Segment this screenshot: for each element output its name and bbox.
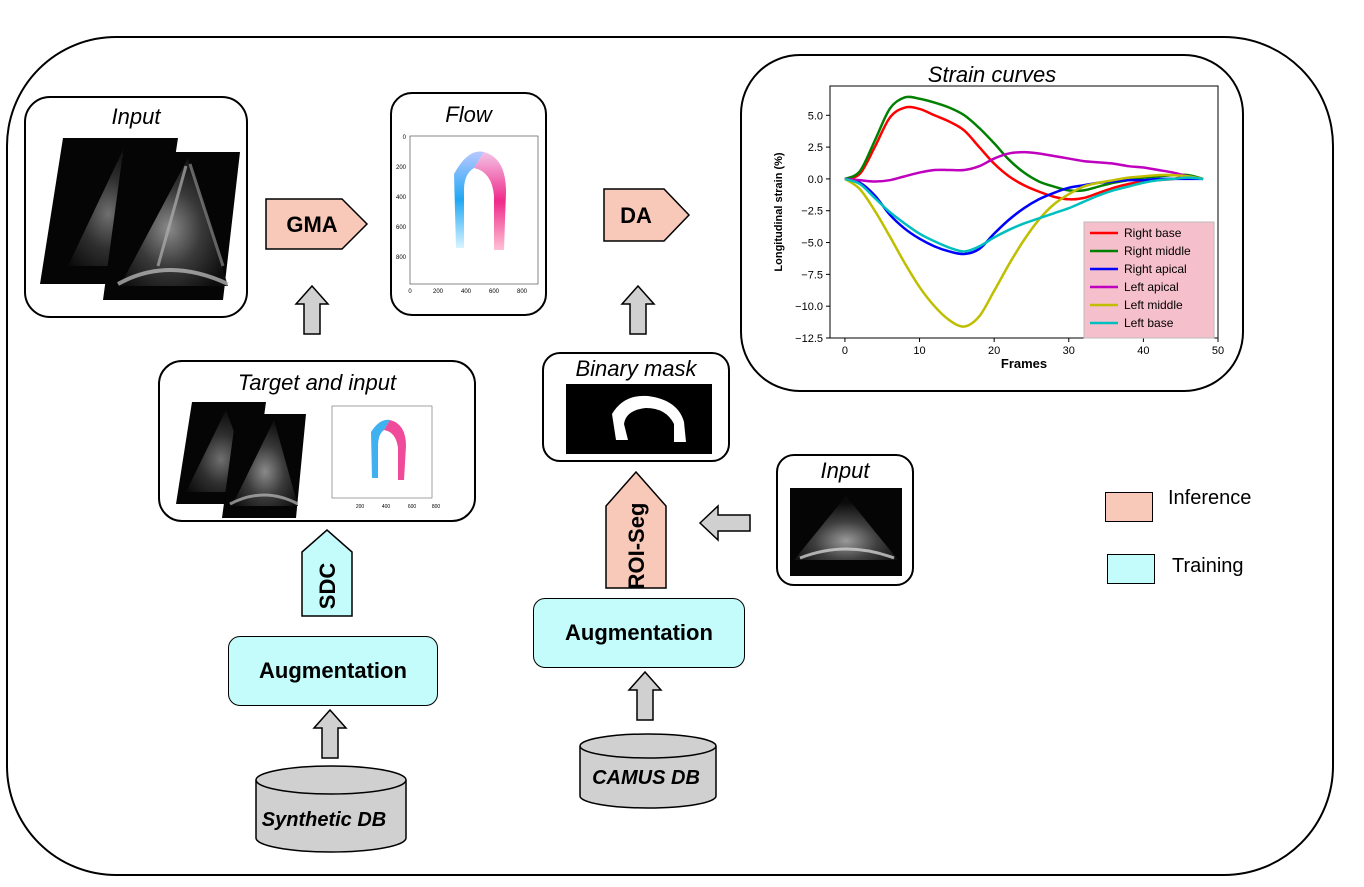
- echo-input-images: [40, 138, 240, 300]
- series-line-right-middle: [844, 95, 1204, 193]
- roi-seg-label: ROI-Seg: [624, 503, 649, 590]
- binary-mask-title: Binary mask: [575, 356, 697, 381]
- flow-xtick-4: 800: [517, 289, 528, 295]
- flow-ytick-3: 600: [396, 225, 407, 231]
- target-xtick-b: 400: [382, 504, 391, 510]
- flow-ytick-0: 0: [403, 135, 407, 141]
- left-arrow-from-input: [698, 504, 751, 542]
- legend-entry-left-apical: Left apical: [1124, 280, 1179, 294]
- gma-label: GMA: [286, 212, 337, 237]
- legend-entry-left-middle: Left middle: [1124, 298, 1183, 312]
- augmentation-right: Augmentation: [533, 598, 745, 668]
- chart-xtick-label: 30: [1063, 345, 1075, 357]
- echo-input-right: [790, 488, 902, 576]
- flow-panel: Flow: [390, 92, 547, 316]
- flow-panel-title: Flow: [445, 102, 492, 127]
- legend-training-label: Training: [1172, 555, 1244, 577]
- synthetic-db-cylinder: Synthetic DB: [255, 765, 407, 853]
- legend-training-swatch: [1107, 554, 1155, 584]
- up-arrow-to-input: [294, 284, 330, 335]
- up-arrow-to-da: [620, 284, 656, 335]
- augmentation-left: Augmentation: [228, 636, 438, 706]
- chart-ytick-label: −12.5: [795, 333, 823, 345]
- chart-ytick-label: −10.0: [795, 301, 823, 313]
- chart-ytick-label: −7.5: [801, 269, 823, 281]
- sdc-label: SDC: [315, 563, 340, 610]
- legend-entry-right-middle: Right middle: [1124, 244, 1191, 258]
- legend-inference-label: Inference: [1168, 487, 1252, 509]
- series-line-left-apical: [844, 150, 1204, 183]
- sdc-block: SDC: [301, 529, 353, 617]
- chart-xlabel: Frames: [1001, 356, 1047, 371]
- chart-xtick-label: 10: [913, 345, 925, 357]
- chart-xtick-label: 20: [988, 345, 1000, 357]
- chart-ytick-label: 0.0: [808, 174, 823, 186]
- series-line-right-apical: [844, 177, 1204, 256]
- input-panel-top-title: Input: [111, 104, 161, 129]
- chart-legend-box: [1083, 221, 1215, 339]
- target-panel-title: Target and input: [237, 370, 397, 395]
- flow-ytick-4: 800: [396, 255, 407, 261]
- flow-xtick-0: 0: [408, 289, 412, 295]
- chart-ytick-label: 2.5: [808, 142, 823, 154]
- chart-xtick-label: 40: [1137, 345, 1149, 357]
- roi-seg-block: ROI-Seg: [605, 470, 667, 590]
- target-images: 200 400 600 800: [176, 402, 441, 518]
- chart-ylabel: Longitudinal strain (%): [773, 152, 785, 271]
- binary-mask-image: [566, 384, 712, 454]
- up-arrow-synthetic: [312, 708, 348, 759]
- legend-entry-left-base: Left base: [1124, 316, 1174, 330]
- strain-chart: 5.0 2.5 0.0 −2.5 −5.0 −7.5 −10.0 −12.5 0 10 20 30 4…: [773, 85, 1224, 371]
- up-arrow-camus: [627, 670, 663, 721]
- chart-ytick-label: −5.0: [801, 238, 823, 250]
- flow-plot: 0 200 400 600 800 0 200 400 600 800: [396, 135, 539, 295]
- legend-entry-right-base: Right base: [1124, 226, 1182, 240]
- input-panel-right-title: Input: [820, 458, 870, 483]
- chart-ytick-label: −2.5: [801, 206, 823, 218]
- da-label: DA: [620, 203, 652, 228]
- flow-xtick-2: 400: [461, 289, 472, 295]
- da-block: DA: [603, 188, 691, 242]
- camus-db-label: CAMUS DB: [592, 767, 700, 789]
- series-line-left-base: [844, 176, 1204, 253]
- synthetic-db-label: Synthetic DB: [262, 809, 386, 831]
- flow-xtick-1: 200: [433, 289, 444, 295]
- chart-xtick-label: 50: [1212, 345, 1224, 357]
- legend-inference-swatch: [1105, 492, 1153, 522]
- legend-entry-right-apical: Right apical: [1124, 262, 1187, 276]
- flow-ytick-1: 200: [396, 165, 407, 171]
- flow-xtick-3: 600: [489, 289, 500, 295]
- gma-block: GMA: [265, 198, 369, 250]
- chart-ytick-label: 5.0: [808, 110, 823, 122]
- target-xtick-a: 200: [356, 504, 365, 510]
- camus-db-cylinder: CAMUS DB: [579, 733, 717, 809]
- target-xtick-d: 800: [432, 504, 441, 510]
- target-xtick-c: 600: [408, 504, 417, 510]
- chart-xtick-label: 0: [842, 345, 848, 357]
- strain-panel-title: Strain curves: [927, 62, 1057, 87]
- flow-ytick-2: 400: [396, 195, 407, 201]
- series-line-left-middle: [844, 173, 1204, 328]
